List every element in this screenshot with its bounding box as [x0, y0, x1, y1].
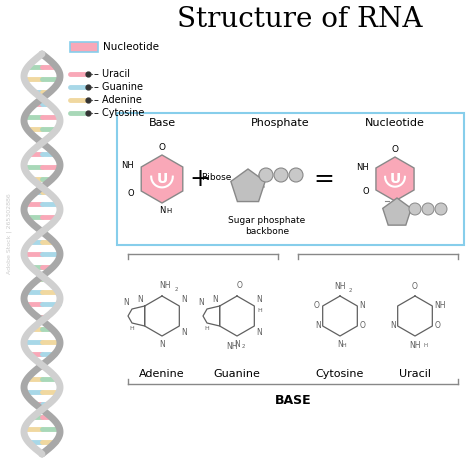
Polygon shape: [231, 169, 265, 201]
Text: H: H: [166, 208, 171, 214]
Text: N: N: [198, 298, 204, 307]
Text: BASE: BASE: [275, 394, 311, 407]
Text: N: N: [256, 295, 262, 304]
Text: 2: 2: [242, 344, 246, 349]
Text: NH: NH: [121, 161, 134, 170]
Text: H: H: [424, 343, 428, 348]
Text: O: O: [158, 143, 165, 152]
Text: – Guanine: – Guanine: [94, 82, 143, 92]
Text: Nucleotide: Nucleotide: [365, 118, 425, 128]
Text: O: O: [314, 301, 319, 310]
Text: Pyrimidines: Pyrimidines: [326, 233, 404, 246]
Text: N: N: [337, 340, 343, 349]
Polygon shape: [141, 155, 183, 203]
Text: Uracil: Uracil: [399, 369, 431, 379]
FancyBboxPatch shape: [70, 42, 98, 52]
Text: N: N: [182, 295, 187, 304]
Text: Structure of RNA: Structure of RNA: [177, 6, 423, 33]
Text: Sugar phosphate
backbone: Sugar phosphate backbone: [228, 216, 306, 236]
Text: – Adenine: – Adenine: [94, 95, 142, 105]
Text: Cytosine: Cytosine: [316, 369, 364, 379]
Polygon shape: [376, 157, 414, 201]
Circle shape: [409, 203, 421, 215]
Text: N: N: [137, 295, 143, 304]
Text: NH: NH: [409, 341, 421, 350]
Text: O: O: [237, 281, 243, 290]
Text: N: N: [159, 340, 165, 349]
Text: Nucleotide: Nucleotide: [103, 42, 159, 52]
Text: N: N: [256, 328, 262, 337]
Circle shape: [289, 168, 303, 182]
Text: O: O: [434, 321, 440, 330]
Text: N: N: [234, 340, 240, 349]
Text: +: +: [190, 167, 210, 191]
Text: NH: NH: [226, 342, 238, 351]
Text: Ribose: Ribose: [201, 173, 232, 182]
Circle shape: [259, 168, 273, 182]
Text: NH: NH: [356, 163, 369, 172]
Polygon shape: [383, 198, 411, 225]
Text: H: H: [341, 343, 346, 348]
Text: Phosphate: Phosphate: [251, 118, 310, 128]
Text: H: H: [205, 326, 210, 331]
Text: Purines: Purines: [178, 233, 228, 246]
Circle shape: [422, 203, 434, 215]
Text: 2: 2: [175, 287, 179, 292]
Text: N: N: [390, 321, 396, 330]
Text: =: =: [314, 167, 335, 191]
Text: N: N: [315, 321, 321, 330]
Text: Guanine: Guanine: [214, 369, 260, 379]
Text: O: O: [392, 145, 399, 154]
Text: N: N: [159, 206, 165, 215]
Text: NH: NH: [434, 301, 446, 310]
Text: Adobe Stock | 265302886: Adobe Stock | 265302886: [6, 193, 11, 274]
Circle shape: [435, 203, 447, 215]
Text: N: N: [212, 295, 218, 304]
Text: O: O: [128, 189, 134, 198]
Circle shape: [274, 168, 288, 182]
Text: N: N: [182, 328, 187, 337]
Text: N: N: [123, 298, 129, 307]
Text: U: U: [156, 172, 168, 186]
Text: N: N: [359, 301, 365, 310]
Text: O: O: [412, 282, 418, 291]
Text: Base: Base: [148, 118, 175, 128]
Text: O: O: [363, 186, 369, 195]
Text: U: U: [389, 172, 401, 186]
Text: – Cytosine: – Cytosine: [94, 108, 145, 118]
Text: Adenine: Adenine: [139, 369, 185, 379]
Text: – Uracil: – Uracil: [94, 69, 130, 79]
Text: NH: NH: [159, 281, 171, 290]
Text: 2: 2: [349, 288, 353, 293]
Text: H: H: [257, 308, 262, 313]
Text: NH: NH: [334, 282, 346, 291]
Text: H: H: [129, 326, 134, 331]
Text: O: O: [359, 321, 365, 330]
FancyBboxPatch shape: [117, 113, 464, 245]
